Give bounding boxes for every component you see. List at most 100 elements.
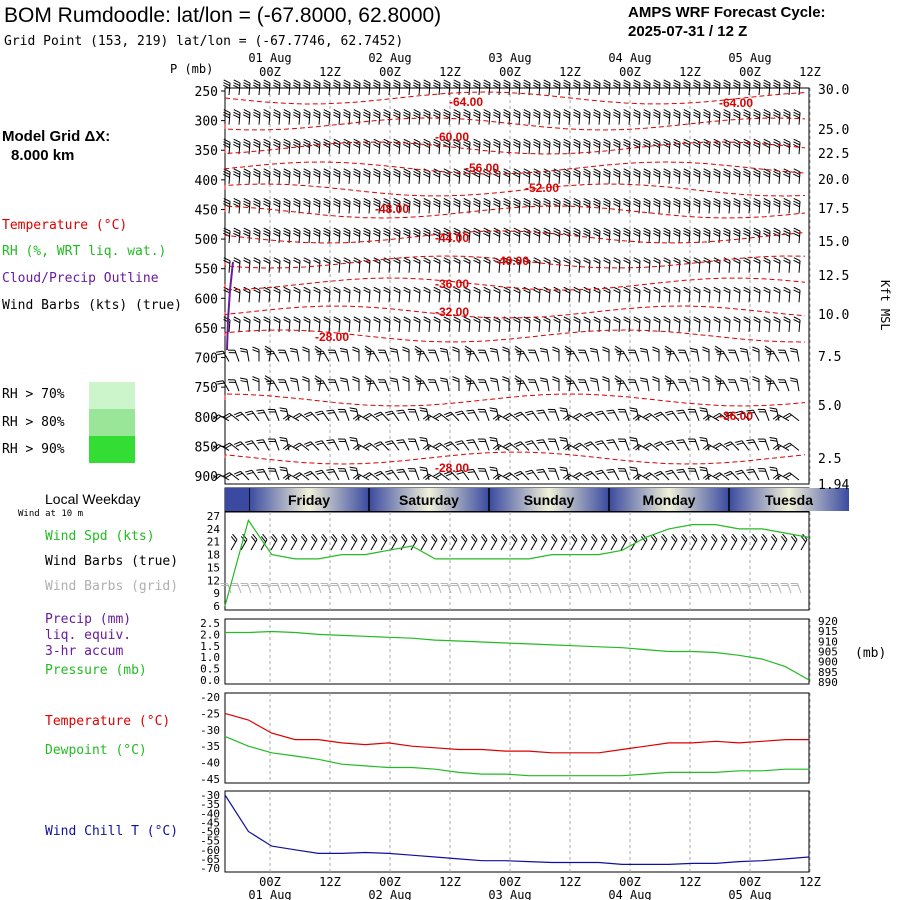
barb-staff <box>460 539 468 551</box>
barb-feather <box>543 109 551 114</box>
windchill-panel-ytick-label: -50 <box>200 826 220 839</box>
wind-barb <box>343 79 351 96</box>
barb-feather <box>303 111 311 116</box>
wind-barb <box>593 257 601 273</box>
wind-barb <box>492 473 510 481</box>
wind-barb <box>410 533 418 551</box>
barb-feather <box>423 289 431 294</box>
barb-feather <box>683 82 691 87</box>
barb-staff <box>308 83 311 96</box>
barb-staff <box>778 443 790 451</box>
barb-feather <box>313 79 321 84</box>
barb-feather <box>393 257 401 262</box>
barb-feather <box>543 197 551 202</box>
barb-feather <box>246 412 254 416</box>
barb-feather <box>559 437 567 440</box>
temperature-contour <box>224 161 806 175</box>
barb-feather <box>313 170 321 175</box>
barb-feather <box>293 319 301 324</box>
barb-feather <box>766 350 774 353</box>
barb-staff <box>518 142 521 155</box>
precip-panel-ytick-label: 1.0 <box>200 651 220 664</box>
barb-feather <box>693 170 701 175</box>
barb-feather <box>383 200 391 205</box>
barb-feather <box>793 259 801 264</box>
barb-feather <box>313 227 321 232</box>
barb-staff <box>798 290 801 303</box>
barb-staff <box>238 171 241 184</box>
barb-feather <box>753 197 761 202</box>
wind-barb <box>689 347 700 362</box>
barb-feather <box>523 316 531 321</box>
wind-barb <box>683 197 691 214</box>
precip-panel-series-line <box>225 630 810 681</box>
barb-feather <box>463 259 471 264</box>
barb-feather <box>663 286 671 291</box>
barb-feather <box>366 380 374 383</box>
barb-feather <box>673 173 680 178</box>
barb-feather <box>252 378 260 383</box>
wind-barb <box>413 286 421 303</box>
barb-staff <box>348 142 351 155</box>
barb-feather <box>473 286 481 291</box>
wind-barb <box>643 412 660 422</box>
barb-staff <box>438 290 441 303</box>
barb-feather <box>560 409 568 413</box>
barb-staff <box>434 350 440 362</box>
wind-barb <box>773 257 781 273</box>
wind-barb <box>233 109 241 125</box>
wind-barb <box>466 409 480 422</box>
barb-feather <box>533 79 541 84</box>
wind-barb <box>693 79 701 96</box>
barb-staff <box>388 201 391 214</box>
barb-staff <box>228 231 231 244</box>
barb-staff <box>728 290 731 303</box>
barb-feather <box>724 411 731 416</box>
barb-feather <box>225 414 232 420</box>
wind-barb <box>600 582 612 594</box>
barb-staff <box>688 260 691 273</box>
barb-staff <box>518 290 521 303</box>
barb-feather <box>243 141 251 146</box>
barb-feather <box>372 533 378 540</box>
barb-feather <box>583 114 590 119</box>
barb-feather <box>643 79 651 84</box>
barb-feather <box>583 289 591 294</box>
wind-barb <box>643 316 651 332</box>
barb-feather <box>333 168 341 173</box>
barb-feather <box>513 259 521 264</box>
barb-feather <box>514 441 521 445</box>
barb-staff <box>308 112 311 125</box>
wind-barb <box>502 346 510 362</box>
barb-feather <box>403 109 411 114</box>
barb-feather <box>583 111 591 116</box>
barb-feather <box>373 319 381 324</box>
barb-feather <box>373 286 381 291</box>
barb-feather <box>443 197 451 202</box>
wind-barb <box>772 473 790 481</box>
barb-feather <box>583 316 591 321</box>
barb-feather <box>633 319 641 324</box>
wind-barb <box>277 379 290 392</box>
wind-barb <box>313 197 321 214</box>
barb-feather <box>747 412 755 414</box>
barb-feather <box>573 289 581 294</box>
wind-barb <box>223 79 231 96</box>
barb-feather <box>250 536 257 543</box>
barb-feather <box>305 472 313 477</box>
barb-feather <box>463 138 471 143</box>
barb-staff <box>708 142 711 155</box>
wind-barb <box>665 440 680 451</box>
barb-feather <box>763 316 771 321</box>
barb-feather <box>743 203 750 208</box>
wind-barb <box>316 380 330 392</box>
wind-barb <box>573 79 581 96</box>
wind-barb <box>603 257 611 273</box>
wind-barb <box>676 409 690 422</box>
barb-feather <box>553 319 561 324</box>
barb-feather <box>433 257 441 262</box>
barb-feather <box>653 82 661 87</box>
barb-feather <box>733 197 741 202</box>
barb-feather <box>483 232 490 237</box>
barb-feather <box>693 203 700 208</box>
